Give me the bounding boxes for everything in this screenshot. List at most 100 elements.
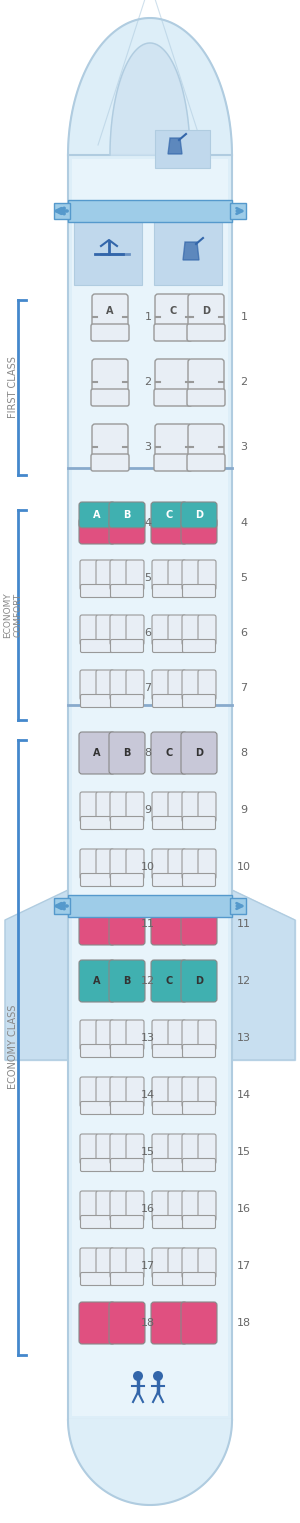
- FancyBboxPatch shape: [110, 1077, 128, 1107]
- Text: 16: 16: [141, 1205, 155, 1214]
- FancyBboxPatch shape: [79, 518, 115, 544]
- FancyBboxPatch shape: [152, 585, 185, 597]
- FancyBboxPatch shape: [91, 454, 129, 471]
- FancyBboxPatch shape: [96, 1077, 114, 1107]
- FancyBboxPatch shape: [198, 792, 216, 822]
- FancyBboxPatch shape: [96, 615, 114, 646]
- Text: 6: 6: [241, 627, 248, 638]
- FancyBboxPatch shape: [168, 1020, 186, 1049]
- Text: 17: 17: [141, 1261, 155, 1272]
- FancyBboxPatch shape: [80, 1215, 113, 1229]
- FancyBboxPatch shape: [110, 1101, 143, 1115]
- FancyBboxPatch shape: [198, 1247, 216, 1278]
- FancyBboxPatch shape: [126, 670, 144, 701]
- FancyBboxPatch shape: [152, 1077, 170, 1107]
- FancyBboxPatch shape: [126, 848, 144, 879]
- FancyBboxPatch shape: [181, 733, 217, 774]
- FancyBboxPatch shape: [168, 1191, 186, 1221]
- FancyBboxPatch shape: [151, 503, 187, 528]
- FancyBboxPatch shape: [80, 1247, 98, 1278]
- FancyBboxPatch shape: [110, 1191, 128, 1221]
- FancyBboxPatch shape: [152, 848, 170, 879]
- FancyBboxPatch shape: [80, 848, 98, 879]
- FancyBboxPatch shape: [152, 1159, 185, 1171]
- FancyBboxPatch shape: [198, 615, 216, 646]
- Text: 3: 3: [241, 442, 248, 452]
- FancyBboxPatch shape: [96, 1135, 114, 1164]
- Text: 5: 5: [241, 573, 248, 583]
- FancyBboxPatch shape: [126, 792, 144, 822]
- FancyBboxPatch shape: [152, 560, 170, 589]
- FancyBboxPatch shape: [110, 816, 143, 830]
- FancyBboxPatch shape: [96, 1020, 114, 1049]
- Text: 7: 7: [240, 682, 247, 693]
- FancyBboxPatch shape: [126, 1247, 144, 1278]
- FancyBboxPatch shape: [126, 615, 144, 646]
- Polygon shape: [68, 1419, 232, 1505]
- FancyBboxPatch shape: [79, 733, 115, 774]
- FancyBboxPatch shape: [152, 816, 185, 830]
- FancyBboxPatch shape: [92, 423, 128, 461]
- FancyBboxPatch shape: [151, 1302, 187, 1343]
- FancyBboxPatch shape: [182, 1045, 215, 1057]
- FancyBboxPatch shape: [168, 615, 186, 646]
- Text: A: A: [93, 976, 101, 985]
- FancyBboxPatch shape: [80, 1077, 98, 1107]
- Circle shape: [153, 1371, 163, 1381]
- Text: 2: 2: [144, 378, 152, 387]
- Text: 3: 3: [145, 442, 152, 452]
- Text: 4: 4: [240, 518, 247, 528]
- Text: 12: 12: [141, 976, 155, 985]
- FancyBboxPatch shape: [109, 518, 145, 544]
- Polygon shape: [232, 889, 295, 1060]
- FancyBboxPatch shape: [110, 1020, 128, 1049]
- FancyBboxPatch shape: [168, 792, 186, 822]
- FancyBboxPatch shape: [80, 615, 98, 646]
- FancyBboxPatch shape: [110, 792, 128, 822]
- Text: 15: 15: [237, 1147, 251, 1157]
- FancyBboxPatch shape: [188, 423, 224, 461]
- FancyBboxPatch shape: [110, 1273, 143, 1285]
- FancyBboxPatch shape: [168, 1247, 186, 1278]
- FancyBboxPatch shape: [79, 503, 115, 528]
- Text: ECONOMY
COMFORT: ECONOMY COMFORT: [3, 592, 23, 638]
- FancyBboxPatch shape: [154, 454, 192, 471]
- Text: 14: 14: [141, 1090, 155, 1100]
- FancyBboxPatch shape: [80, 874, 113, 886]
- FancyBboxPatch shape: [182, 1191, 200, 1221]
- FancyBboxPatch shape: [110, 1045, 143, 1057]
- FancyBboxPatch shape: [110, 640, 143, 652]
- Bar: [72, 158, 228, 1416]
- FancyBboxPatch shape: [187, 324, 225, 341]
- FancyBboxPatch shape: [92, 294, 128, 332]
- FancyBboxPatch shape: [96, 670, 114, 701]
- FancyBboxPatch shape: [152, 1045, 185, 1057]
- Text: 11: 11: [237, 918, 251, 929]
- Circle shape: [133, 1371, 143, 1381]
- FancyBboxPatch shape: [110, 615, 128, 646]
- FancyBboxPatch shape: [182, 1215, 215, 1229]
- FancyBboxPatch shape: [198, 560, 216, 589]
- FancyBboxPatch shape: [109, 1302, 145, 1343]
- FancyBboxPatch shape: [182, 670, 200, 701]
- FancyBboxPatch shape: [152, 1191, 170, 1221]
- FancyBboxPatch shape: [168, 1077, 186, 1107]
- FancyBboxPatch shape: [187, 388, 225, 407]
- FancyBboxPatch shape: [80, 1101, 113, 1115]
- FancyBboxPatch shape: [126, 560, 144, 589]
- FancyBboxPatch shape: [182, 1101, 215, 1115]
- FancyBboxPatch shape: [182, 816, 215, 830]
- FancyBboxPatch shape: [80, 670, 98, 701]
- FancyBboxPatch shape: [80, 585, 113, 597]
- FancyBboxPatch shape: [126, 1135, 144, 1164]
- FancyBboxPatch shape: [198, 1077, 216, 1107]
- Text: 8: 8: [240, 748, 247, 758]
- Text: 8: 8: [144, 748, 152, 758]
- Polygon shape: [5, 889, 68, 1060]
- FancyBboxPatch shape: [182, 585, 215, 597]
- FancyBboxPatch shape: [79, 903, 115, 944]
- Text: D: D: [195, 976, 203, 985]
- Polygon shape: [110, 43, 190, 155]
- FancyBboxPatch shape: [80, 1045, 113, 1057]
- FancyBboxPatch shape: [126, 1077, 144, 1107]
